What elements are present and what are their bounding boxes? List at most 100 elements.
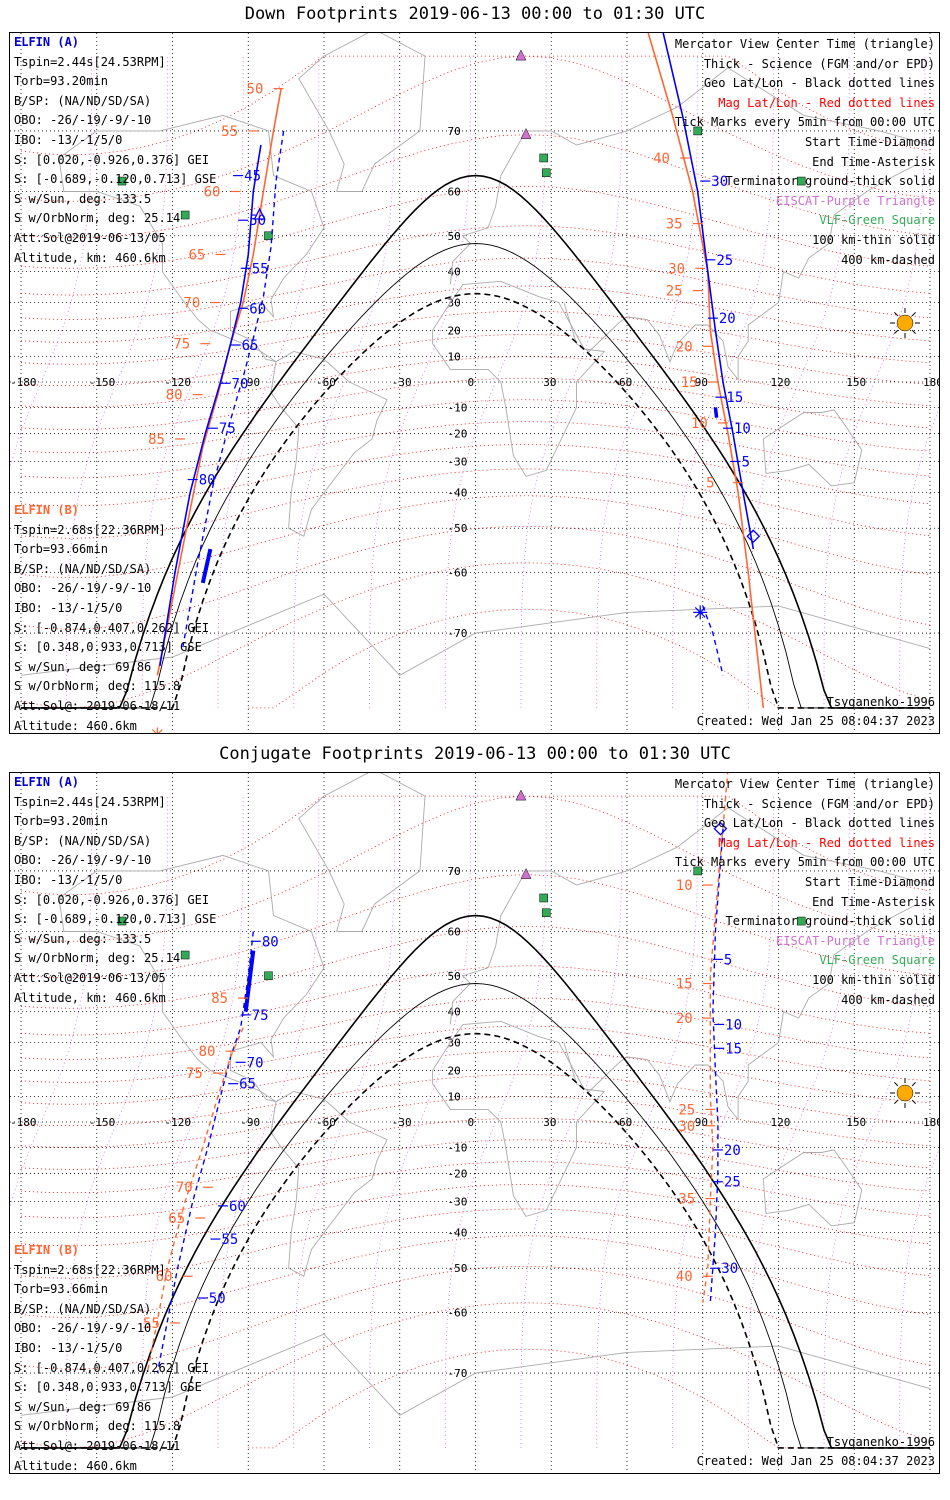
mag-lon-line: [369, 796, 471, 1448]
map-layers: -180 -150 -120 -90 -60 -30 0 30 60 90 120 150 180 70 6…: [10, 773, 940, 1473]
lat-tick-label: 30: [448, 297, 461, 310]
info-line: Altitude: 460.6km: [14, 1458, 137, 1473]
info-line: S w/Sun, deg: 133.5: [14, 931, 152, 946]
mercator-map: -180 -150 -120 -90 -60 -30 0 30 60 90 120 150 180 70 6…: [10, 773, 940, 1473]
elfin-a-time-label: 75: [219, 421, 236, 437]
elfin-b-time-label: 10: [691, 416, 708, 432]
mag-lat-line: [20, 1025, 931, 1083]
eiscat-triangle-icon: [515, 789, 527, 801]
elfin-b-time-label: 30: [668, 261, 685, 277]
elfin-b-time-label: 85: [211, 991, 228, 1007]
eiscat-triangle-icon: [520, 128, 532, 139]
legend-line: End Time-Asterisk: [812, 894, 935, 909]
lat-tick-label: 30: [448, 1037, 461, 1050]
legend-line: Tick Marks every 5min from 00:00 UTC: [674, 115, 935, 130]
elfin-a-east-400km: [702, 605, 724, 676]
end-asterisk-icon: [693, 605, 708, 620]
info-line: Torb=93.20min: [14, 74, 108, 89]
info-line: Torb=93.66min: [14, 1282, 108, 1297]
info-line: B/SP: (NA/ND/SD/SA): [14, 561, 152, 576]
elfin-a-header: ELFIN (A): [14, 775, 80, 789]
credits: Tsyganenko-1996 Created: Wed Jan 25 08:0…: [697, 693, 935, 731]
legend-line: VLF-Green Square: [819, 213, 935, 228]
coastline: [762, 409, 863, 487]
legend-line: EISCAT-Purple Triangle: [776, 933, 935, 948]
elfin-b-time-label: 80: [199, 1044, 216, 1060]
elfin-b-time-label: 60: [156, 1269, 173, 1285]
lon-tick-label: 90: [695, 1116, 708, 1129]
elfin-b-time-label: 75: [173, 337, 190, 353]
elfin-a-east-track: [662, 33, 755, 550]
legend-line: VLF-Green Square: [819, 953, 935, 968]
legend-line: Start Time-Diamond: [804, 134, 935, 149]
lat-tick-label: -10: [448, 1141, 468, 1154]
sun-disc: [896, 1084, 914, 1102]
info-line: IBO: -13/-1/5/0: [14, 872, 123, 887]
mag-lat-line: [20, 1139, 931, 1194]
elfin-a-time-label: 75: [252, 1008, 269, 1024]
coastline: [298, 773, 426, 932]
elfin-a-time-label: 10: [734, 421, 751, 437]
info-line: S w/Sun, deg: 69.86: [14, 1399, 152, 1414]
mag-lat-line: [20, 1265, 931, 1370]
lon-tick-label: -150: [89, 376, 116, 389]
elfin-b-time-label: 35: [678, 1192, 695, 1208]
sun-disc: [896, 314, 914, 332]
elfin-a-time-label: 15: [725, 1041, 742, 1057]
legend-line: Thick - Science (FGM and/or EPD): [703, 796, 935, 811]
coastline: [58, 114, 325, 363]
elfin-a-time-label: 70: [247, 1055, 264, 1071]
elfin-b-time-label: 10: [676, 878, 693, 894]
lat-tick-label: -30: [448, 455, 468, 468]
sun-ray: [894, 329, 899, 334]
elfin-b-time-label: 15: [681, 375, 698, 391]
elfin-b-time-label: 80: [166, 388, 183, 404]
coastline: [270, 1091, 388, 1277]
lat-tick-label: 20: [448, 324, 461, 337]
elfin-a-time-label: 60: [229, 1199, 246, 1215]
elfin-a-time-label: 80: [262, 934, 279, 950]
elfin-a-time-label: 5: [742, 454, 750, 470]
mag-lat-line: [20, 185, 931, 269]
stations: [117, 49, 806, 241]
created-timestamp: Created: Wed Jan 25 08:04:37 2023: [696, 714, 935, 728]
elfin-b-time-label: 75: [186, 1066, 203, 1082]
legend-line: Terminator ground-thick solid: [725, 914, 935, 929]
lon-tick-label: -60: [316, 376, 336, 389]
sun-icon: [890, 1078, 920, 1108]
info-line: Att.Sol@: 2019-06-18/11: [14, 1438, 181, 1453]
vlf-square-icon: [117, 916, 127, 926]
info-line: IBO: -13/-1/5/0: [14, 1340, 123, 1355]
info-line: S w/Sun, deg: 133.5: [14, 191, 152, 206]
coastlines: [20, 33, 931, 676]
legend-line: Mag Lat/Lon - Red dotted lines: [718, 95, 935, 110]
elfin-b-time-label: 15: [676, 976, 693, 992]
elfin-a-time-label: 45: [244, 169, 261, 185]
lat-tick-label: 50: [448, 970, 461, 983]
elfin-b-west-track: [146, 1027, 244, 1374]
map-frame: -180 -150 -120 -90 -60 -30 0 30 60 90 120 150 180 70 6…: [9, 772, 940, 1474]
info-line: IBO: -13/-1/5/0: [14, 132, 123, 147]
start-diamond-icon: [746, 529, 761, 544]
info-line: OBO: -26/-19/-9/-10: [14, 1321, 152, 1336]
stations: [117, 789, 806, 981]
terminator: [21, 914, 930, 1449]
lat-tick-label: -10: [448, 401, 468, 414]
legend-line: Mag Lat/Lon - Red dotted lines: [718, 835, 935, 850]
panel-title: Conjugate Footprints 2019-06-13 00:00 to…: [219, 744, 731, 764]
lon-tick-label: 180: [923, 1116, 940, 1129]
coastline: [449, 807, 931, 1025]
elfin-a-time-label: 50: [209, 1291, 226, 1307]
info-line: Att.Sol@2019-06-13/05: [14, 230, 166, 245]
eiscat-triangle-icon: [520, 868, 532, 879]
info-line: S w/OrbNorm, deg: 115.8: [14, 679, 181, 694]
sun-ray: [894, 1082, 899, 1087]
lon-tick-label: 150: [846, 376, 866, 389]
coastline: [762, 1149, 863, 1227]
sun-icon: [890, 308, 920, 338]
coastline: [432, 280, 606, 477]
elfin-a-info: ELFIN (A) Tspin=2.44s[24.53RPM] Torb=93.…: [14, 773, 216, 1008]
elfin-b-time-label: 70: [176, 1180, 193, 1196]
info-line: S w/OrbNorm, deg: 115.8: [14, 1419, 181, 1434]
legend-line: Mercator View Center Time (triangle): [674, 37, 935, 51]
